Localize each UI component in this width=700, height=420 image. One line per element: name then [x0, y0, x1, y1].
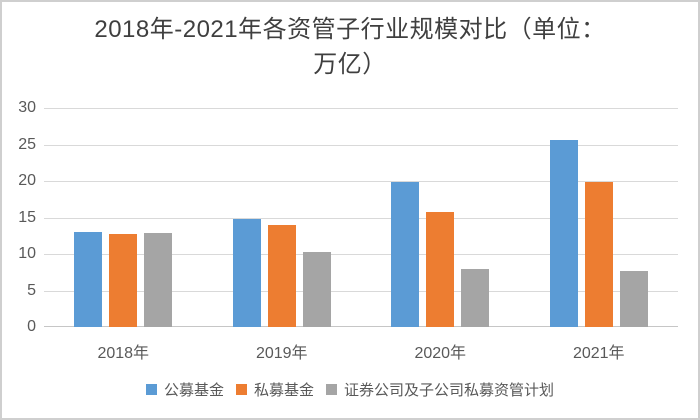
- bar: [391, 182, 419, 327]
- x-axis-label: 2021年: [572, 345, 625, 362]
- chart-title-line2: 万亿）: [313, 51, 387, 78]
- bar: [233, 219, 261, 327]
- gridline-30: [44, 108, 678, 109]
- bar: [268, 225, 296, 327]
- y-axis-label: 25: [18, 135, 36, 153]
- bar: [303, 252, 331, 327]
- legend-label: 私募基金: [253, 382, 314, 399]
- y-axis-label: 0: [27, 318, 36, 335]
- bar: [144, 233, 172, 327]
- bar: [426, 212, 454, 327]
- chart-title: 2018年-2021年各资管子行业规模对比（单位： 万亿）: [2, 12, 698, 82]
- y-axis-label: 10: [18, 245, 36, 262]
- bar: [74, 232, 102, 327]
- gridline-10: [44, 254, 678, 255]
- legend: 公募基金 私募基金 证券公司及子公司私募资管计划: [2, 379, 698, 400]
- gridline-0: [44, 326, 678, 327]
- gridline-5: [44, 291, 678, 292]
- x-axis-label: 2018年: [97, 345, 150, 362]
- legend-item: 公募基金: [145, 379, 224, 400]
- legend-label: 公募基金: [163, 382, 224, 399]
- y-axis-label: 20: [18, 172, 36, 189]
- bar: [550, 140, 578, 327]
- plot-area: [44, 108, 678, 327]
- legend-label: 证券公司及子公司私募资管计划: [344, 382, 555, 399]
- bar: [620, 271, 648, 327]
- chart-title-line1: 2018年-2021年各资管子行业规模对比（单位：: [94, 16, 606, 43]
- x-axis-label: 2019年: [255, 345, 308, 362]
- y-axis-label: 30: [18, 99, 36, 116]
- gridline-15: [44, 218, 678, 219]
- y-axis-label: 15: [18, 208, 36, 226]
- legend-item: 私募基金: [235, 379, 314, 400]
- gridline-25: [44, 145, 678, 146]
- gridline-20: [44, 181, 678, 182]
- bar: [585, 182, 613, 327]
- x-axis-label: 2020年: [414, 345, 467, 362]
- legend-item: 证券公司及子公司私募资管计划: [326, 379, 554, 400]
- legend-swatch: [145, 384, 157, 395]
- bar: [109, 234, 137, 327]
- legend-swatch: [235, 384, 247, 395]
- y-axis-label: 5: [27, 281, 36, 299]
- bar: [461, 269, 489, 327]
- legend-swatch: [326, 384, 337, 395]
